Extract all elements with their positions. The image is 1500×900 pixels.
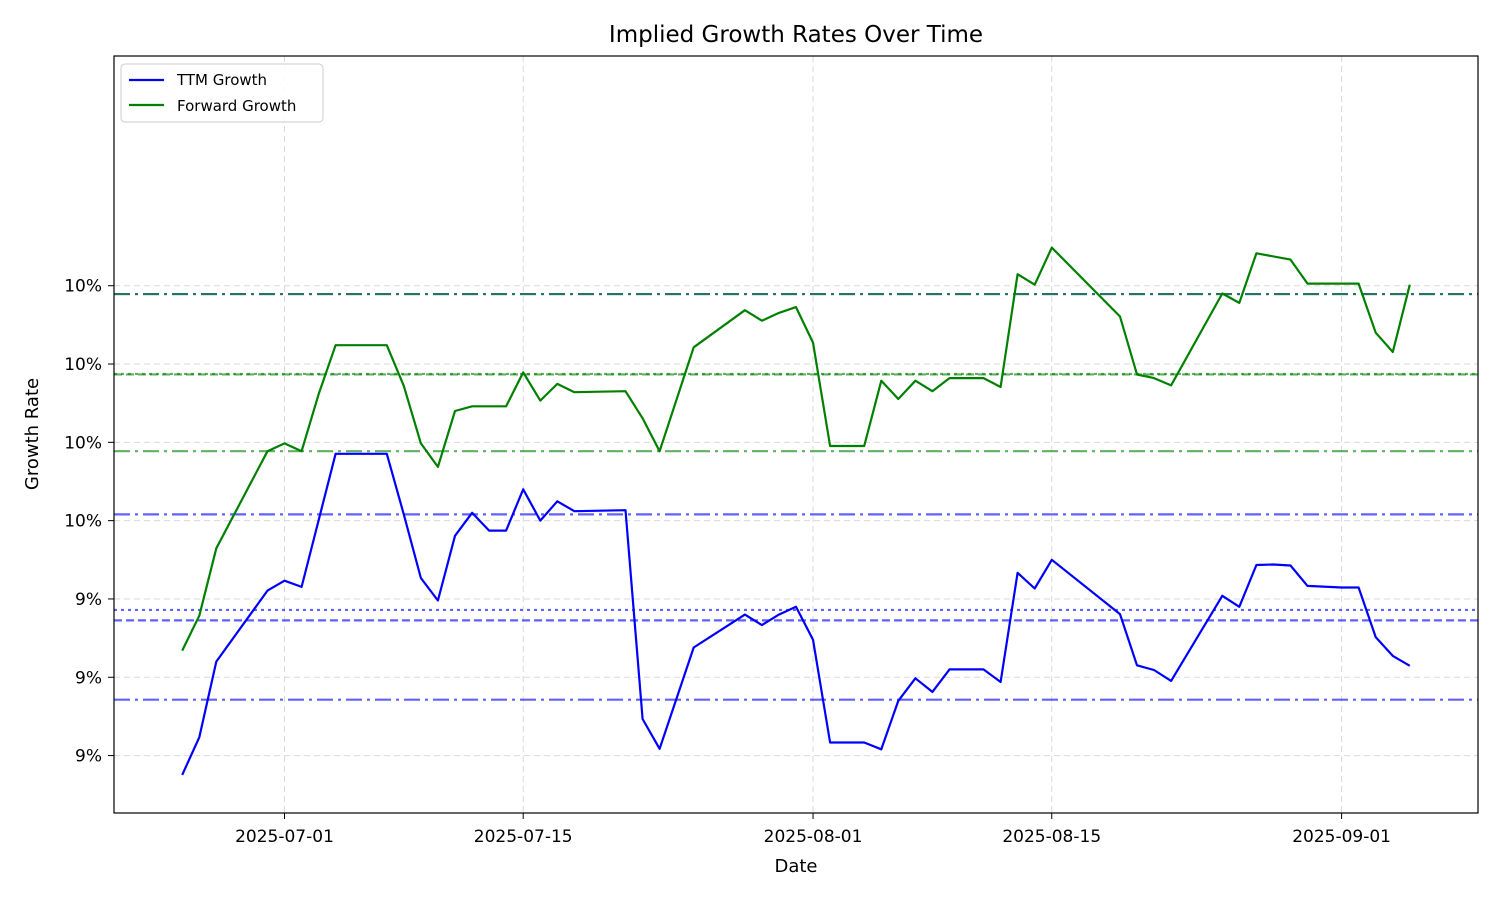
tick-layer: 9% 9% 9% 10% 10% 10% 10% 2025-07-01 2025-07-15 20… [64, 277, 1391, 847]
chart-title: Implied Growth Rates Over Time [609, 22, 983, 48]
x-tick-label: 2025-09-01 [1292, 827, 1391, 847]
y-tick-label: 10% [64, 433, 102, 453]
y-tick-label: 10% [64, 355, 102, 375]
x-tick-label: 2025-07-01 [235, 827, 334, 847]
x-tick-label: 2025-07-15 [474, 827, 573, 847]
ttm-growth-line [181, 452, 1411, 776]
y-tick-label: 10% [64, 277, 102, 297]
legend: TTM Growth Forward Growth [120, 63, 324, 123]
series-layer [181, 246, 1411, 776]
forward-growth-line [181, 246, 1411, 652]
y-axis-label: Growth Rate [22, 378, 43, 490]
legend-label-forward: Forward Growth [177, 97, 296, 115]
y-tick-label: 9% [75, 668, 102, 688]
y-tick-label: 9% [75, 747, 102, 767]
reference-lines [114, 292, 1478, 701]
grid-layer [114, 56, 1478, 813]
x-axis-label: Date [774, 856, 817, 877]
plot-frame [113, 55, 1479, 814]
x-tick-label: 2025-08-01 [764, 827, 863, 847]
x-tick-label: 2025-08-15 [1002, 827, 1101, 847]
y-tick-label: 9% [75, 590, 102, 610]
legend-label-ttm: TTM Growth [176, 71, 267, 89]
legend-box [120, 63, 324, 123]
y-tick-label: 10% [64, 512, 102, 532]
